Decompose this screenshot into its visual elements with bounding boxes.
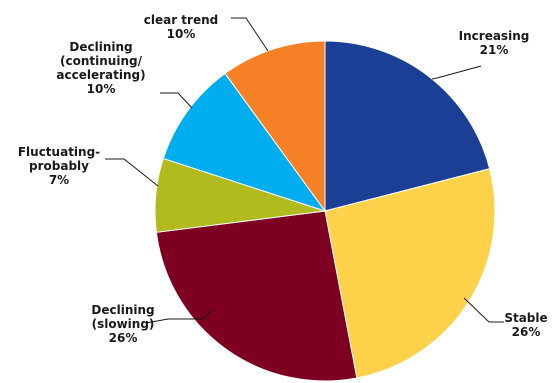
- leader-line-2: [145, 309, 213, 324]
- slice-value-label-5: 10%: [167, 27, 196, 41]
- slice-label-line-4-0: Declining: [69, 40, 132, 54]
- slice-label-4: Declining (continuing/accelerating) 10%: [56, 40, 145, 96]
- slice-label-5: clear trend 10%: [144, 13, 218, 41]
- slice-label-line-3-1: probably: [29, 159, 89, 173]
- slice-label-0: Increasing 21%: [459, 29, 530, 57]
- slice-value-label-0: 21%: [480, 43, 509, 57]
- pie-slice-4: [162, 72, 327, 212]
- pie-slice-2: [155, 210, 358, 382]
- slice-labels: Increasing 21%Stable 26%Declining (slowing)…: [18, 13, 548, 345]
- leader-lines: [105, 17, 504, 324]
- pie-slices: [154, 40, 496, 382]
- slice-label-3: Fluctuating-probably 7%: [18, 145, 100, 187]
- slice-label-line-4-2: accelerating): [56, 68, 145, 82]
- slice-label-line-2-0: Declining: [91, 303, 154, 317]
- slice-label-line-1-0: Stable: [504, 311, 547, 325]
- slice-value-label-1: 26%: [512, 325, 541, 339]
- slice-label-line-5-0: clear trend: [144, 13, 218, 27]
- slice-label-line-3-0: Fluctuating-: [18, 145, 100, 159]
- slice-value-label-3: 7%: [49, 173, 69, 187]
- pie-slice-5: [224, 40, 326, 213]
- slice-value-label-4: 10%: [87, 82, 116, 96]
- leader-line-3: [105, 158, 159, 187]
- slice-value-label-2: 26%: [109, 331, 138, 345]
- slice-label-line-2-1: (slowing): [92, 317, 155, 331]
- slice-label-line-0-0: Increasing: [459, 29, 530, 43]
- leader-line-4: [160, 92, 193, 109]
- leader-line-0: [431, 65, 482, 80]
- pie-slice-0: [324, 40, 491, 212]
- slice-label-1: Stable 26%: [504, 311, 547, 339]
- leader-line-1: [463, 297, 504, 323]
- slice-label-line-4-1: (continuing/: [60, 54, 143, 68]
- leader-line-5: [231, 17, 269, 52]
- slice-label-2: Declining (slowing) 26%: [91, 303, 154, 345]
